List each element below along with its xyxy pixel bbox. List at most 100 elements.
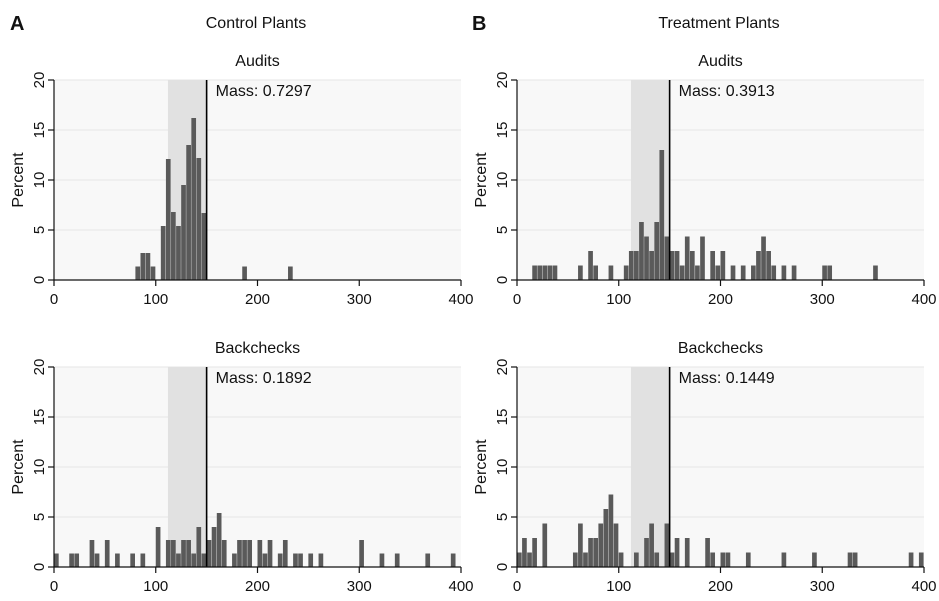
- histogram-bar-30: [751, 265, 756, 280]
- x-tick-label: 300: [810, 291, 835, 308]
- histogram-bar-34: [318, 553, 324, 567]
- histogram-bar-1: [522, 538, 527, 567]
- histogram-bar-6: [588, 251, 593, 280]
- histogram-bar-20: [216, 513, 222, 567]
- y-tick-label: 10: [31, 172, 48, 189]
- panel-letter-a: A: [10, 13, 24, 35]
- mass-annotation: Mass: 0.7297: [216, 83, 312, 100]
- histogram-bar-20: [669, 552, 675, 567]
- histogram-bar-17: [649, 523, 654, 567]
- histogram-bar-34: [771, 265, 777, 280]
- histogram-bar-2: [542, 265, 548, 280]
- panel-2: 0 100 200 300 400 0 5 10 15 20 Percent Backchecks Ma…: [10, 340, 474, 595]
- histogram-bar-7: [176, 226, 181, 280]
- x-tick-label: 400: [911, 291, 936, 308]
- y-tick-label: 15: [494, 122, 511, 139]
- y-tick-label: 20: [31, 359, 48, 376]
- histogram-bar-15: [191, 553, 197, 567]
- histogram-bar-20: [679, 265, 685, 280]
- histogram-bar-21: [221, 540, 227, 567]
- subplot-title: Audits: [235, 53, 279, 70]
- histogram-bar-19: [664, 523, 670, 567]
- histogram-bar-14: [618, 552, 624, 567]
- histogram-bar-8: [588, 538, 593, 567]
- histogram-bar-32: [761, 236, 766, 280]
- histogram-bar-26: [257, 540, 263, 567]
- histogram-bar-28: [730, 265, 736, 280]
- y-axis-title: Percent: [10, 152, 27, 208]
- histogram-bar-27: [745, 552, 751, 567]
- histogram-bar-12: [608, 494, 614, 567]
- histogram-bar-5: [572, 552, 578, 567]
- histogram-bar-6: [115, 553, 120, 567]
- panel-1: 0 100 200 300 400 0 5 10 15 20 Percent Audits Mass: …: [473, 53, 937, 308]
- y-tick-label: 10: [494, 172, 511, 189]
- histogram-bar-17: [201, 553, 207, 567]
- y-tick-label: 10: [494, 459, 511, 476]
- histogram-bar-7: [593, 265, 598, 280]
- histogram-bar-3: [532, 538, 537, 567]
- histogram-bar-15: [634, 552, 639, 567]
- y-axis-title: Percent: [10, 439, 27, 495]
- histogram-bar-0: [135, 266, 141, 280]
- y-tick-label: 10: [31, 459, 48, 476]
- histogram-bar-25: [247, 540, 253, 567]
- histogram-bar-3: [150, 266, 156, 280]
- mass-annotation: Mass: 0.3913: [679, 83, 775, 100]
- histogram-bar-24: [710, 552, 716, 567]
- histogram-bar-10: [628, 251, 634, 280]
- histogram-bar-9: [186, 145, 191, 280]
- x-tick-label: 100: [606, 578, 631, 595]
- histogram-bar-4: [94, 553, 100, 567]
- histogram-bar-22: [689, 251, 695, 280]
- histogram-bar-39: [873, 265, 878, 280]
- histogram-bar-13: [613, 523, 619, 567]
- subplot-title: Audits: [698, 53, 742, 70]
- histogram-bar-11: [171, 540, 176, 567]
- histogram-bar-10: [598, 523, 604, 567]
- y-tick-label: 0: [31, 276, 48, 284]
- x-tick-label: 200: [245, 578, 270, 595]
- x-tick-label: 300: [347, 291, 372, 308]
- histogram-bar-19: [211, 527, 217, 567]
- histogram-bar-21: [684, 236, 690, 280]
- y-tick-label: 20: [494, 359, 511, 376]
- x-tick-label: 300: [347, 578, 372, 595]
- x-tick-label: 200: [708, 291, 733, 308]
- y-tick-label: 0: [31, 563, 48, 571]
- histogram-bar-18: [654, 552, 660, 567]
- histogram-bar-32: [298, 553, 303, 567]
- x-tick-label: 400: [448, 291, 473, 308]
- histogram-bar-27: [262, 553, 268, 567]
- histogram-bar-24: [242, 540, 247, 567]
- histogram-bar-28: [781, 552, 787, 567]
- histogram-bar-24: [700, 236, 705, 280]
- histogram-bar-10: [165, 540, 171, 567]
- histogram-bar-26: [715, 265, 721, 280]
- histogram-bar-8: [140, 553, 146, 567]
- y-tick-label: 20: [494, 72, 511, 89]
- histogram-bar-1: [69, 553, 74, 567]
- y-tick-label: 0: [494, 563, 511, 571]
- histogram-bar-11: [634, 251, 639, 280]
- histogram-bar-11: [603, 509, 609, 567]
- histogram-bar-9: [593, 538, 598, 567]
- histogram-bar-1: [537, 265, 543, 280]
- histogram-bar-25: [720, 552, 726, 567]
- histogram-bar-4: [552, 265, 558, 280]
- histogram-bar-14: [649, 251, 654, 280]
- y-tick-label: 15: [31, 409, 48, 426]
- histogram-bar-31: [852, 552, 858, 567]
- histogram-bar-38: [425, 553, 431, 567]
- x-tick-label: 100: [606, 291, 631, 308]
- histogram-bar-7: [583, 552, 588, 567]
- histogram-bar-31: [756, 251, 761, 280]
- histogram-bar-15: [654, 222, 660, 280]
- histogram-bar-16: [196, 527, 202, 567]
- histogram-bar-33: [918, 552, 924, 567]
- x-tick-label: 200: [708, 578, 733, 595]
- histogram-bar-12: [201, 213, 207, 280]
- histogram-bar-22: [232, 553, 237, 567]
- histogram-bar-33: [766, 251, 771, 280]
- histogram-bar-38: [827, 265, 833, 280]
